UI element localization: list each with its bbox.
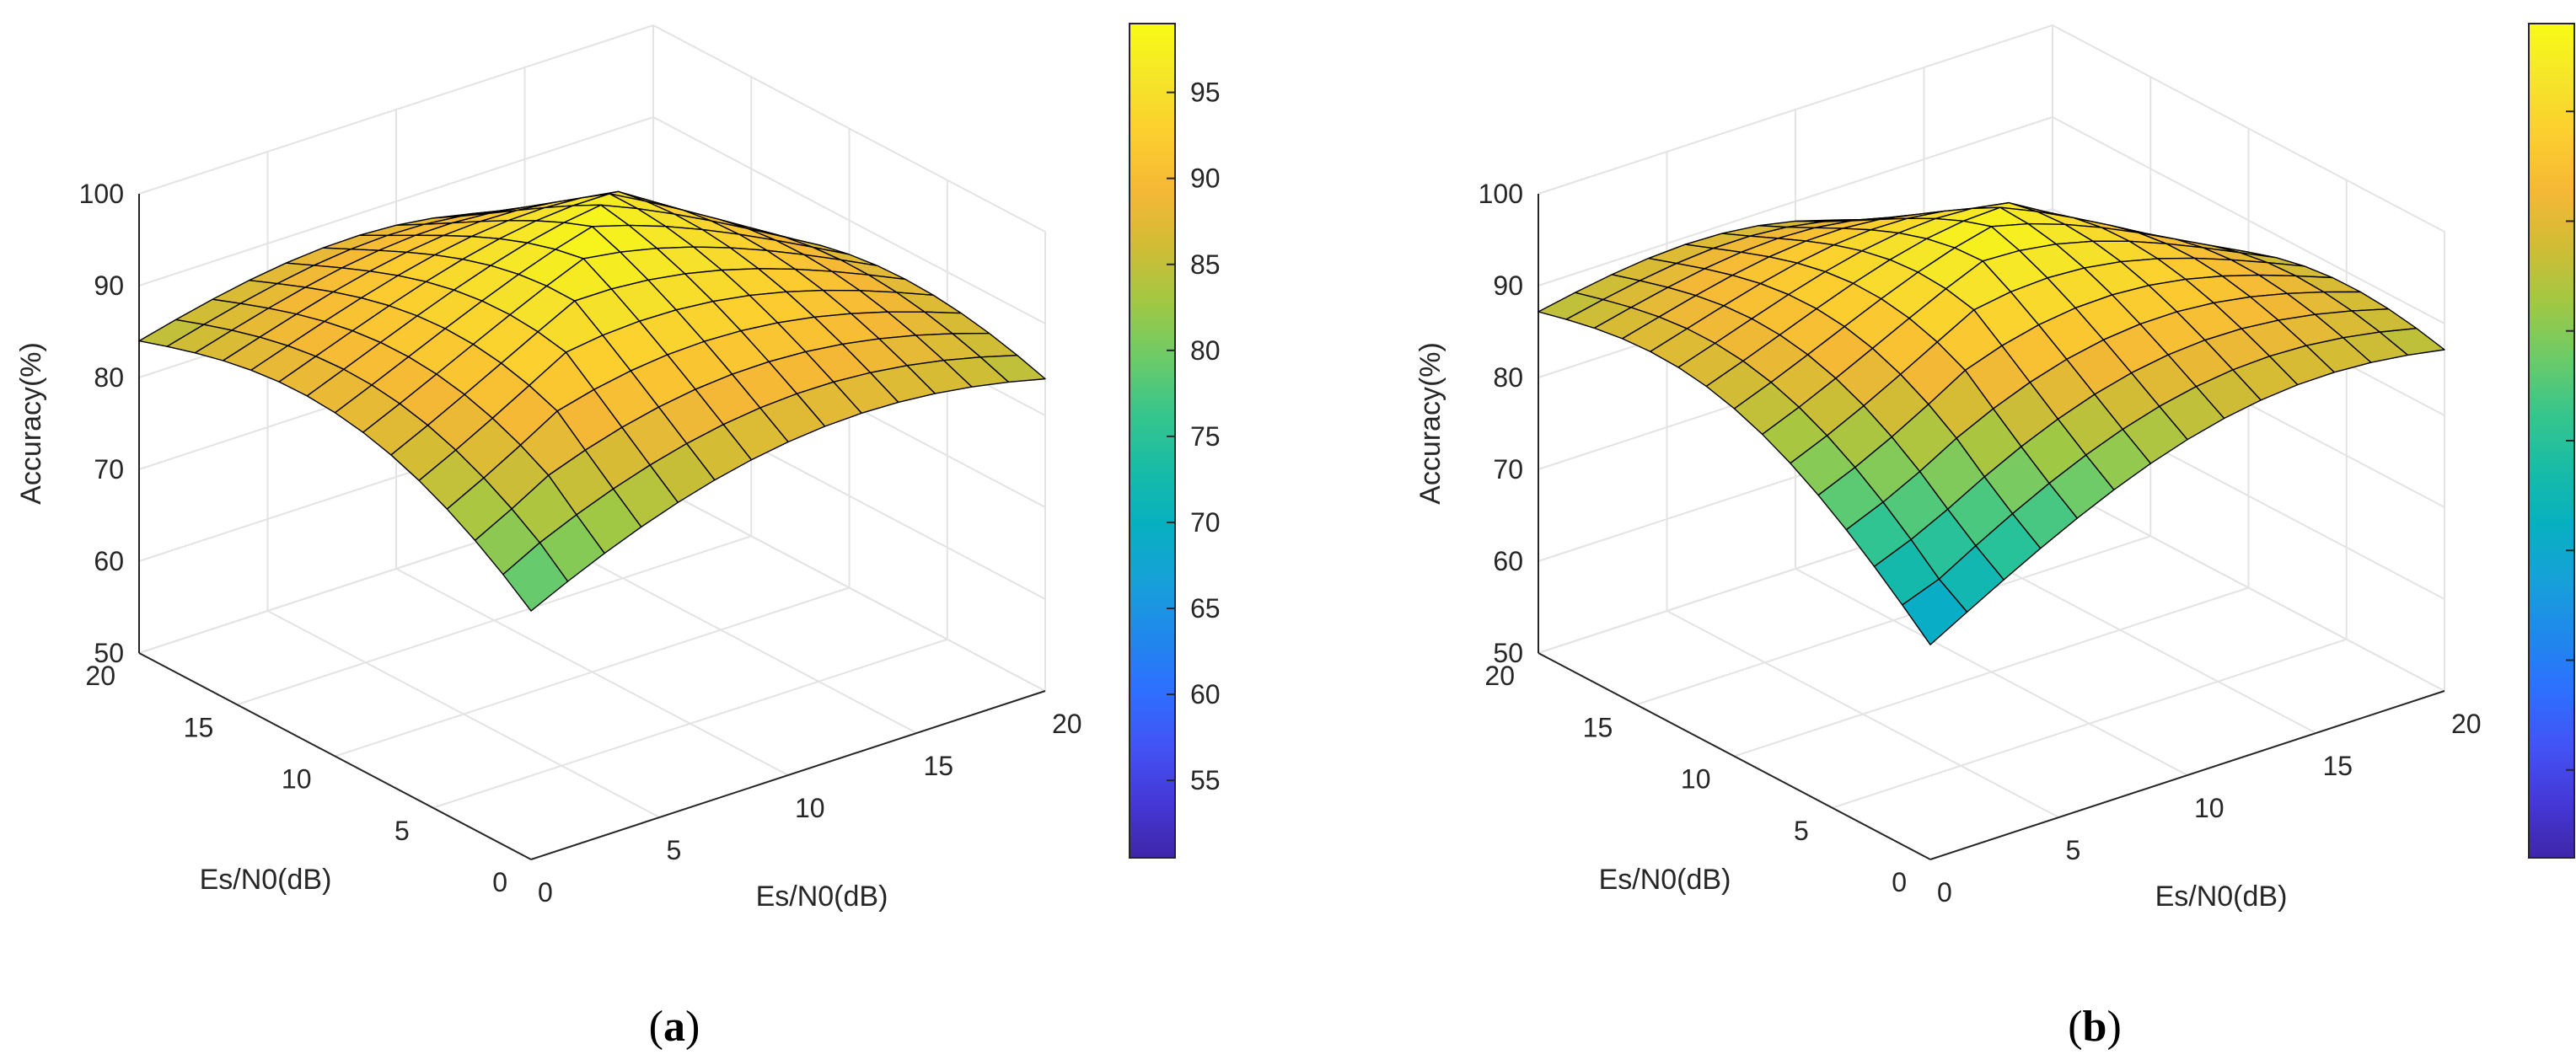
caption-letter: a (663, 1003, 685, 1051)
caption-paren: ) (2106, 1003, 2121, 1051)
colorbar-tick-label: 60 (1190, 679, 1221, 709)
x-tick-label: 5 (667, 835, 682, 865)
x-axis-label: Es/N0(dB) (2155, 881, 2288, 913)
z-tick-label: 60 (1493, 546, 1523, 576)
x-axis-line (530, 690, 1046, 860)
caption-paren: ) (685, 1003, 700, 1051)
y-tick-label: 15 (1583, 712, 1613, 742)
floor-gridline (1734, 586, 2249, 758)
y-tick-label: 5 (394, 816, 410, 846)
panel-caption: (b) (2068, 1003, 2122, 1051)
x-tick-label: 20 (1052, 709, 1082, 739)
z-axis-label: Accuracy(%) (15, 342, 47, 505)
x-tick-label: 10 (2194, 793, 2224, 823)
y-tick-label: 5 (1794, 816, 1809, 846)
x-tick-label: 10 (795, 793, 825, 823)
panel-a: 05101520051015205060708090100Es/N0(dB)Es… (15, 23, 1221, 1051)
floor-gridline (335, 586, 850, 758)
floor-gridline (236, 535, 752, 706)
colorbar-tick-label: 75 (1190, 421, 1221, 452)
z-tick-label: 50 (94, 638, 124, 668)
panel-b: 05101520051015205060708090100Es/N0(dB)Es… (1414, 23, 2575, 1051)
caption-paren: ( (2068, 1003, 2082, 1051)
caption-letter: b (2083, 1003, 2107, 1051)
z-tick-label: 60 (94, 546, 124, 576)
surface (1538, 201, 2445, 645)
z-tick-label: 50 (1493, 638, 1523, 668)
y-axis-line (1538, 652, 1931, 860)
x-tick-label: 0 (538, 877, 553, 907)
z-tick-label: 90 (1493, 270, 1523, 301)
colorbar-tick-label: 90 (1190, 163, 1221, 194)
z-tick-label: 70 (1493, 454, 1523, 484)
y-tick-label: 10 (282, 764, 312, 795)
z-tick-label: 100 (1479, 179, 1523, 209)
x-tick-label: 15 (2323, 751, 2353, 781)
x-tick-label: 20 (2451, 709, 2482, 739)
surface-patch (502, 542, 569, 612)
colorbar-tick-label: 95 (1190, 78, 1221, 108)
x-tick-label: 5 (2066, 835, 2081, 865)
z-tick-label: 80 (1493, 362, 1523, 393)
x-axis-line (1929, 690, 2445, 860)
y-tick-label: 0 (492, 867, 507, 897)
colorbar: 55 60 65 70 75 80 85 90 95 (1129, 23, 1221, 859)
panel-caption: (a) (649, 1003, 700, 1051)
colorbar-tick-label: 65 (1190, 593, 1221, 624)
surface-patch (1902, 578, 1968, 645)
z-tick-label: 80 (94, 362, 124, 393)
z-tick-label: 100 (79, 179, 124, 209)
y-tick-label: 20 (85, 661, 115, 691)
y-axis-line (138, 652, 532, 860)
y-tick-label: 15 (184, 712, 214, 742)
z-tick-label: 90 (94, 270, 124, 301)
colorbar-tick-label: 70 (1190, 507, 1221, 538)
surface (138, 190, 1046, 612)
x-tick-label: 15 (924, 751, 954, 781)
colorbar-tick-label: 80 (1190, 335, 1221, 366)
colorbar-tick-label: 85 (1190, 249, 1221, 280)
z-axis-label: Accuracy(%) (1414, 342, 1446, 505)
floor-gridline (1635, 535, 2151, 706)
z-tick-label: 70 (94, 454, 124, 484)
y-tick-label: 0 (1892, 867, 1907, 897)
y-axis-label: Es/N0(dB) (1599, 864, 1731, 896)
colorbar-gradient (1129, 23, 1176, 859)
colorbar-tick-label: 55 (1190, 765, 1221, 795)
y-tick-label: 10 (1681, 764, 1711, 795)
wall-gridline (1538, 24, 2445, 233)
y-axis-label: Es/N0(dB) (200, 864, 332, 896)
x-axis-label: Es/N0(dB) (756, 881, 888, 913)
y-tick-label: 20 (1484, 661, 1515, 691)
caption-paren: ( (649, 1003, 663, 1051)
x-tick-label: 0 (1937, 877, 1952, 907)
